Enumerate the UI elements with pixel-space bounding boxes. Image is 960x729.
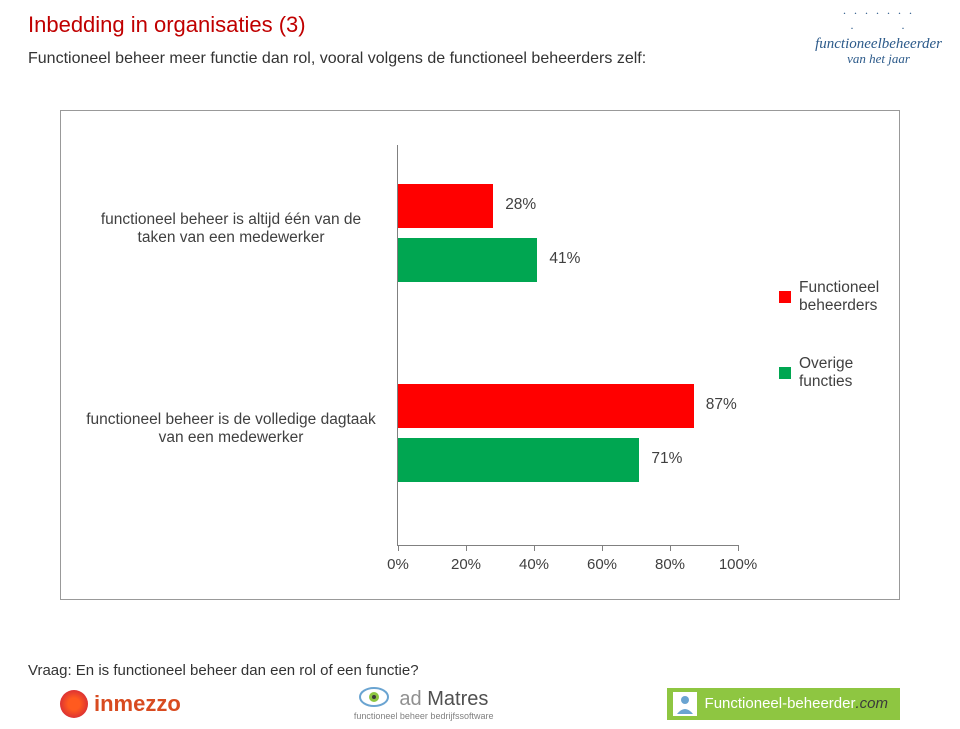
bar <box>398 438 639 482</box>
bar <box>398 238 537 282</box>
category-label: functioneel beheer is de volledige dagta… <box>81 411 381 447</box>
bar <box>398 384 694 428</box>
logo-functioneel-beheerder-com: Functioneel-beheerder.com <box>667 688 900 720</box>
burst-icon <box>60 690 88 718</box>
x-tick <box>602 545 603 551</box>
x-tick <box>398 545 399 551</box>
logo-fb-text: Functioneel-beheerder <box>705 695 856 712</box>
x-tick <box>738 545 739 551</box>
page-subtitle: Functioneel beheer meer functie dan rol,… <box>28 50 646 68</box>
page-title: Inbedding in organisaties (3) <box>28 12 306 38</box>
chart-legend: Functioneel beheerders Overige functies <box>779 279 899 431</box>
person-icon <box>673 692 697 716</box>
logo-admatres: ad Matres functioneel beheer bedrijfssof… <box>354 686 494 721</box>
bar-value-label: 41% <box>549 250 580 268</box>
x-tick-label: 80% <box>655 556 685 573</box>
x-tick <box>534 545 535 551</box>
eye-icon <box>359 686 389 713</box>
legend-label: Overige functies <box>799 355 899 391</box>
x-tick-label: 0% <box>387 556 409 573</box>
logo-admatres-sub: functioneel beheer bedrijfssoftware <box>354 711 494 721</box>
bar-value-label: 87% <box>706 396 737 414</box>
plot-area: 0%20%40%60%80%100%28%41%87%71% <box>397 145 738 546</box>
chart-frame: 0% 20% 40% 60% 80% 100% 28% 41% 87% 71% Functione… <box>60 110 900 600</box>
bar-value-label: 71% <box>651 450 682 468</box>
x-tick <box>670 545 671 551</box>
legend-swatch <box>779 367 791 379</box>
logo-admatres-text: ad Matres <box>399 688 488 711</box>
logo-line2: van het jaar <box>815 51 942 67</box>
question-text: Vraag: En is functioneel beheer dan een … <box>28 662 419 679</box>
bar-value-label: 28% <box>505 196 536 214</box>
x-tick <box>466 545 467 551</box>
category-label: functioneel beheer is altijd één van de … <box>81 211 381 247</box>
logo-fb-dotcom: .com <box>855 695 888 712</box>
bar <box>398 184 493 228</box>
x-tick-label: 100% <box>719 556 757 573</box>
legend-swatch <box>779 291 791 303</box>
x-tick-label: 20% <box>451 556 481 573</box>
x-tick-label: 60% <box>587 556 617 573</box>
legend-item: Functioneel beheerders <box>779 279 899 315</box>
legend-item: Overige functies <box>779 355 899 391</box>
logo-inmezzo-text: inmezzo <box>94 691 181 717</box>
x-tick-label: 40% <box>519 556 549 573</box>
legend-label: Functioneel beheerders <box>799 279 899 315</box>
logo-inmezzo: inmezzo <box>60 690 181 718</box>
logo-dots-icon: · · · · · · ·· · <box>815 6 942 36</box>
footer-logos: inmezzo ad Matres functioneel beheer bed… <box>60 686 900 721</box>
logo-functioneelbeheerder: · · · · · · ·· · functioneelbeheerder va… <box>815 6 942 67</box>
